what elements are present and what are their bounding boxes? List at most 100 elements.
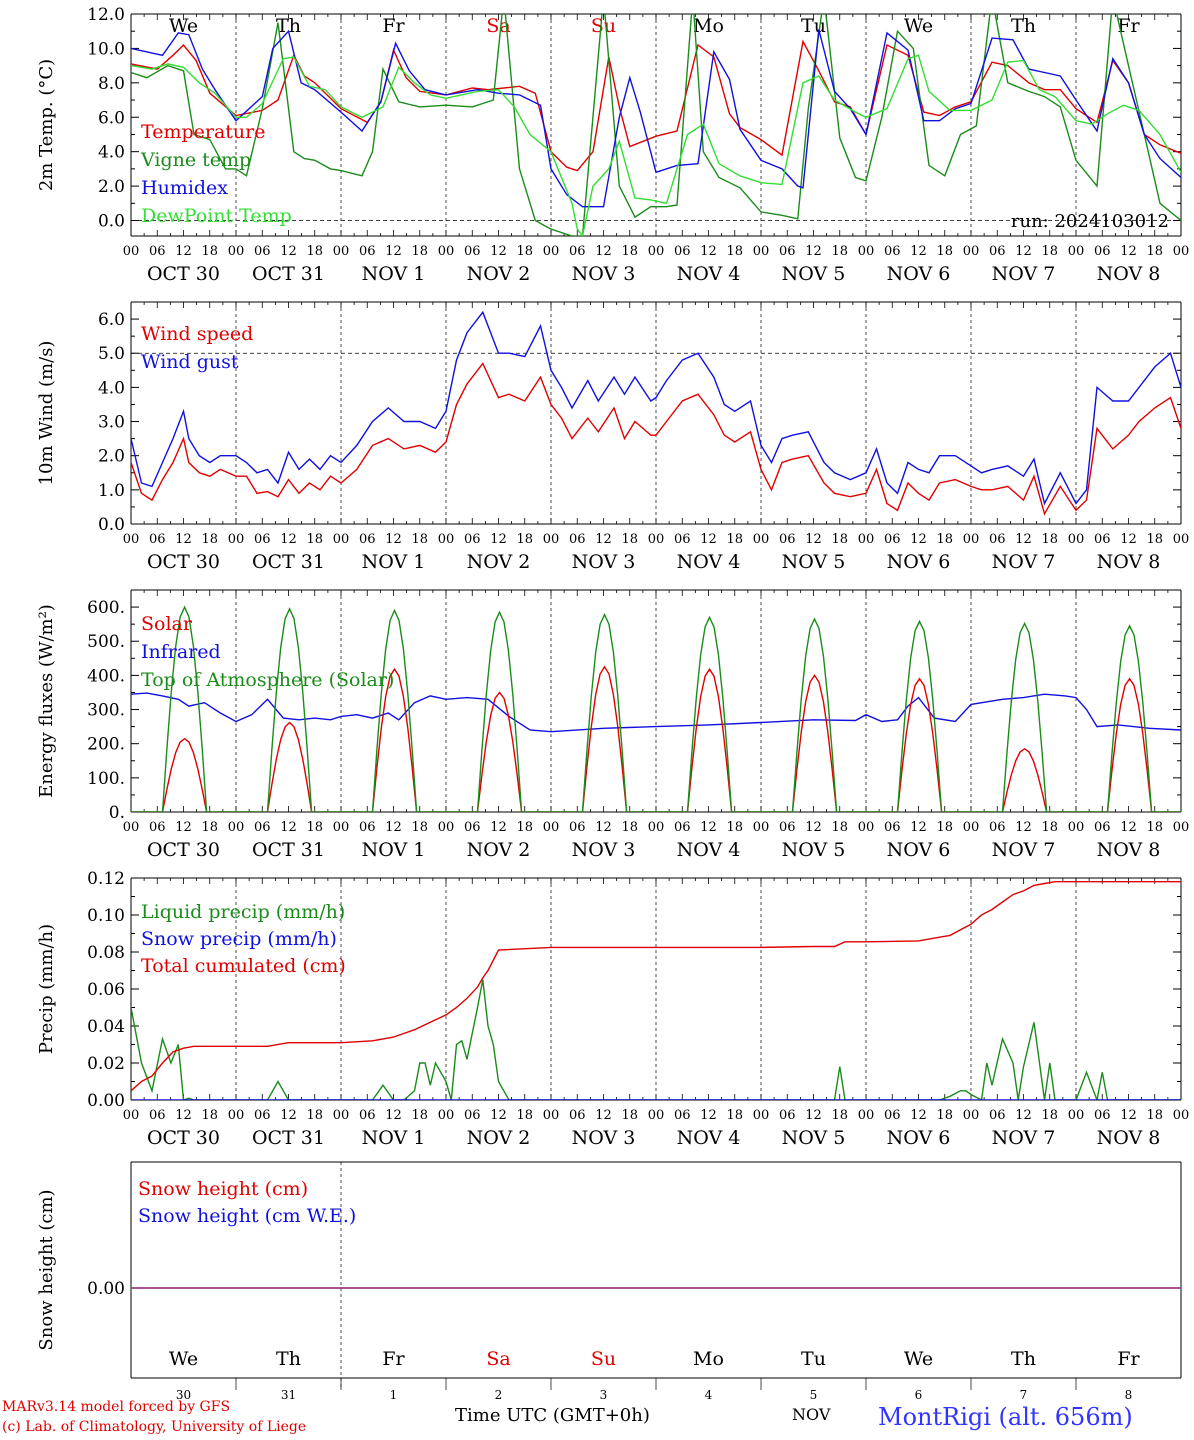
x-hour-tick-label: 06 <box>989 820 1006 835</box>
x-hour-tick-label: 12 <box>595 820 612 835</box>
x-date-label: NOV 8 <box>1097 551 1161 573</box>
x-hour-tick-label: 06 <box>149 244 166 259</box>
legend-entry: Vigne temp <box>140 149 251 171</box>
x-hour-tick-label: 00 <box>858 1108 875 1123</box>
x-hour-tick-label: 18 <box>411 1108 428 1123</box>
weekday-label: Sa <box>486 1348 510 1370</box>
day-number-label: 31 <box>281 1388 296 1402</box>
panel-plot-area <box>131 605 1181 812</box>
x-hour-tick-label: 00 <box>963 820 980 835</box>
x-hour-tick-label: 00 <box>438 244 455 259</box>
x-hour-tick-label: 12 <box>910 820 927 835</box>
x-hour-tick-label: 18 <box>1041 244 1058 259</box>
weekday-label: Mo <box>693 15 724 37</box>
x-hour-tick-label: 12 <box>700 532 717 547</box>
y-tick-label: 0.06 <box>87 980 125 1000</box>
x-hour-tick-label: 18 <box>306 532 323 547</box>
x-hour-tick-label: 00 <box>963 244 980 259</box>
x-hour-tick-label: 18 <box>621 820 638 835</box>
weekday-label: Mo <box>693 1348 724 1370</box>
x-hour-tick-label: 18 <box>621 532 638 547</box>
legend-entry: Infrared <box>141 641 221 663</box>
x-hour-tick-label: 00 <box>228 244 245 259</box>
x-hour-tick-label: 06 <box>254 244 271 259</box>
y-tick-label: 5.0 <box>98 344 125 364</box>
x-hour-tick-label: 18 <box>411 820 428 835</box>
y-tick-label: 2.0 <box>98 447 125 467</box>
x-hour-tick-label: 18 <box>1146 244 1163 259</box>
x-hour-tick-label: 06 <box>989 244 1006 259</box>
x-hour-tick-label: 12 <box>280 1108 297 1123</box>
x-hour-tick-label: 18 <box>726 532 743 547</box>
x-hour-tick-label: 00 <box>963 1108 980 1123</box>
x-hour-tick-label: 06 <box>674 820 691 835</box>
x-hour-tick-label: 00 <box>648 820 665 835</box>
month-label: NOV <box>792 1405 831 1424</box>
x-hour-tick-label: 06 <box>779 1108 796 1123</box>
y-tick-label: 0.02 <box>87 1054 125 1074</box>
weekday-label: Th <box>1011 15 1036 37</box>
x-hour-tick-label: 06 <box>569 820 586 835</box>
x-hour-tick-label: 06 <box>569 244 586 259</box>
legend-entry: Wind gust <box>141 351 239 373</box>
x-hour-tick-label: 00 <box>753 1108 770 1123</box>
y-tick-label: 2.0 <box>98 177 125 197</box>
x-date-label: NOV 6 <box>887 551 951 573</box>
x-date-label: NOV 2 <box>467 1127 531 1149</box>
legend-entry: Top of Atmosphere (Solar) <box>141 669 394 691</box>
weekday-label: We <box>169 15 198 37</box>
x-date-label: NOV 1 <box>362 839 426 861</box>
x-hour-tick-label: 18 <box>516 532 533 547</box>
x-hour-tick-label: 06 <box>989 1108 1006 1123</box>
x-date-label: NOV 4 <box>677 551 741 573</box>
x-hour-tick-label: 18 <box>306 244 323 259</box>
x-hour-tick-label: 06 <box>149 820 166 835</box>
x-hour-tick-label: 06 <box>254 532 271 547</box>
x-hour-tick-label: 00 <box>333 532 350 547</box>
weekday-label: Fr <box>382 1348 405 1370</box>
x-hour-tick-label: 18 <box>516 820 533 835</box>
x-hour-tick-label: 06 <box>1094 532 1111 547</box>
x-date-label: OCT 30 <box>147 263 220 285</box>
x-hour-tick-label: 06 <box>149 532 166 547</box>
y-tick-label: 0.04 <box>87 1017 125 1037</box>
series-line-wind-gust <box>131 310 1181 506</box>
x-hour-tick-label: 12 <box>385 820 402 835</box>
series-line-liquid-precip-mm-h <box>131 979 1181 1100</box>
x-hour-tick-label: 18 <box>411 532 428 547</box>
x-hour-tick-label: 06 <box>569 1108 586 1123</box>
x-hour-tick-label: 18 <box>726 1108 743 1123</box>
x-hour-tick-label: 18 <box>621 1108 638 1123</box>
x-hour-tick-label: 00 <box>228 532 245 547</box>
x-hour-tick-label: 18 <box>201 1108 218 1123</box>
x-date-label: NOV 7 <box>992 263 1056 285</box>
x-date-label: NOV 1 <box>362 1127 426 1149</box>
x-date-label: NOV 4 <box>677 263 741 285</box>
weekday-label: Th <box>1011 1348 1036 1370</box>
x-hour-tick-label: 12 <box>700 820 717 835</box>
y-tick-label: 1.0 <box>98 481 125 501</box>
x-date-label: NOV 7 <box>992 839 1056 861</box>
x-hour-tick-label: 18 <box>936 820 953 835</box>
y-tick-label: 500. <box>87 632 125 652</box>
day-number-label: 2 <box>495 1388 503 1402</box>
y-tick-label: 300. <box>87 701 125 721</box>
x-date-label: OCT 30 <box>147 551 220 573</box>
x-hour-tick-label: 06 <box>254 820 271 835</box>
x-hour-tick-label: 12 <box>385 532 402 547</box>
x-hour-tick-label: 12 <box>280 820 297 835</box>
x-hour-tick-label: 00 <box>543 532 560 547</box>
x-hour-tick-label: 12 <box>910 1108 927 1123</box>
x-hour-tick-label: 18 <box>201 244 218 259</box>
x-hour-tick-label: 06 <box>149 1108 166 1123</box>
y-axis-label: Precip (mm/h) <box>36 924 57 1054</box>
x-hour-tick-label: 00 <box>123 244 140 259</box>
y-tick-label: 0.00 <box>87 1091 125 1111</box>
x-hour-tick-label: 06 <box>884 532 901 547</box>
legend-entry: Snow height (cm) <box>138 1178 308 1200</box>
x-hour-tick-label: 06 <box>1094 820 1111 835</box>
x-hour-tick-label: 06 <box>1094 244 1111 259</box>
weekday-label: Fr <box>1117 1348 1140 1370</box>
x-date-label: OCT 31 <box>252 551 325 573</box>
